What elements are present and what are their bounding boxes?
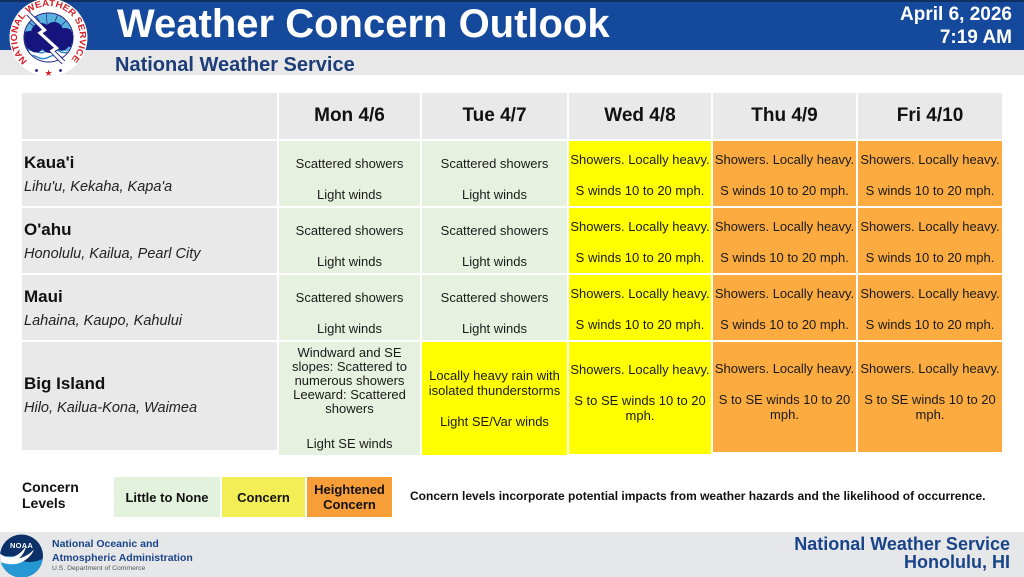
svg-text:NOAA: NOAA [10, 541, 33, 550]
svg-text:★: ★ [44, 68, 52, 78]
